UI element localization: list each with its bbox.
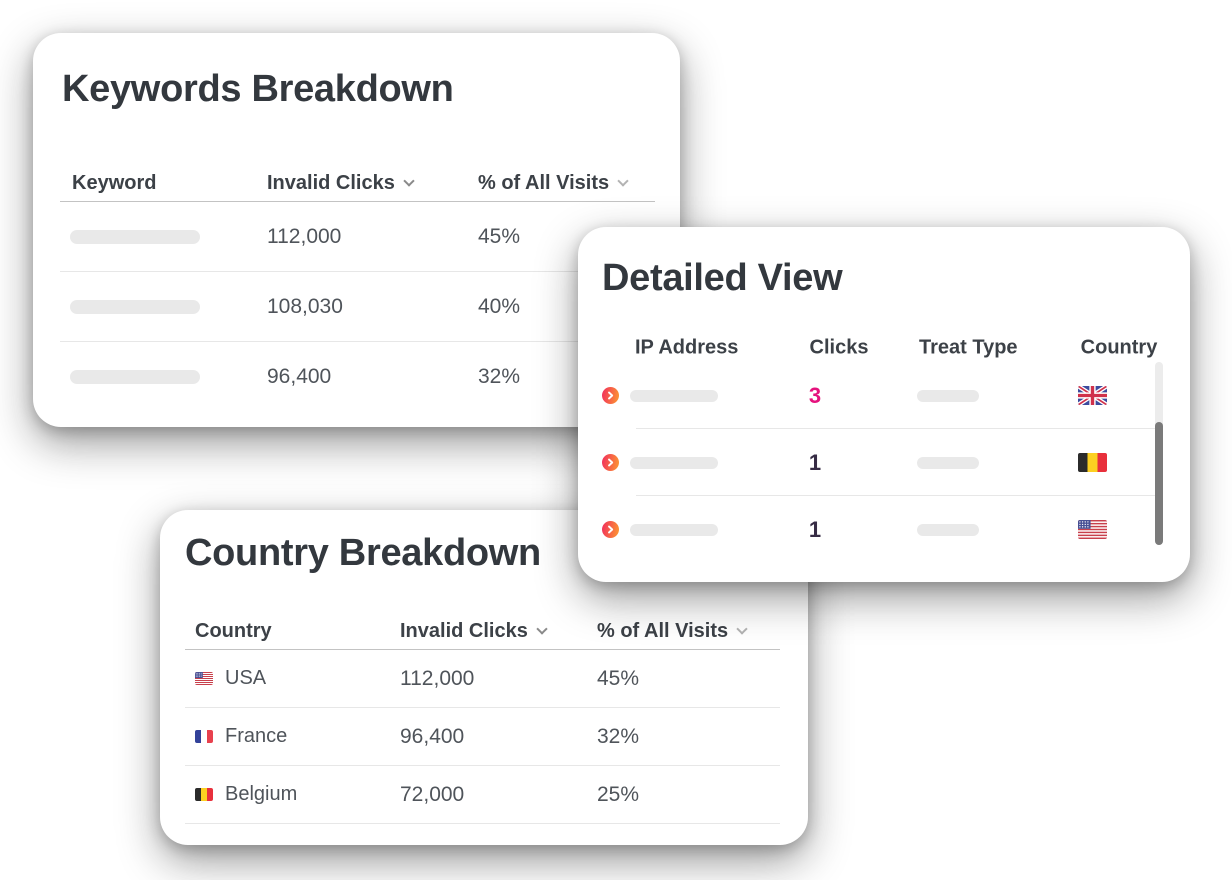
pct-visits-value: 25% — [597, 782, 640, 806]
clicks-value: 1 — [808, 449, 822, 475]
expand-row-icon[interactable] — [602, 387, 619, 404]
table-row: France 96,400 32% — [185, 708, 780, 766]
page-title: Country Breakdown — [185, 532, 541, 574]
keyword-skeleton-placeholder — [70, 299, 200, 314]
sort-chevron-icon — [736, 622, 748, 635]
detailed-table-header: IP Address Clicks Treat Type Country — [602, 332, 1158, 364]
usa-flag-icon — [1078, 520, 1107, 539]
sort-chevron-icon — [536, 622, 548, 635]
expand-row-icon[interactable] — [602, 521, 619, 538]
expand-row-icon[interactable] — [602, 454, 619, 471]
invalid-clicks-value: 96,400 — [267, 365, 332, 388]
detailed-view-card: Detailed View IP Address Clicks Treat Ty… — [578, 227, 1190, 582]
sort-chevron-icon — [617, 174, 629, 187]
column-header-invalid-clicks[interactable]: Invalid Clicks — [400, 620, 597, 643]
belgium-flag-icon — [1078, 453, 1107, 472]
table-row: Belgium 72,000 25% — [185, 766, 780, 824]
country-name: France — [225, 725, 288, 747]
country-name: USA — [225, 667, 267, 689]
ip-address-skeleton-placeholder — [630, 523, 718, 536]
keywords-table-body: 112,000 45% 108,030 40% 96,400 32% — [60, 202, 655, 412]
france-flag-icon — [195, 730, 213, 743]
column-header-treat-type: Treat Type — [919, 336, 1018, 359]
uk-flag-icon — [1078, 386, 1107, 405]
treat-type-skeleton-placeholder — [917, 456, 979, 469]
belgium-flag-icon — [195, 788, 213, 801]
column-header-keyword: Keyword — [72, 171, 157, 194]
column-header-country: Country — [195, 619, 272, 642]
sort-chevron-icon — [403, 174, 415, 187]
table-row: 112,000 45% — [60, 202, 655, 272]
treat-type-skeleton-placeholder — [917, 523, 979, 536]
table-row: 1 — [602, 496, 1155, 563]
invalid-clicks-value: 112,000 — [400, 666, 475, 690]
invalid-clicks-value: 108,030 — [267, 294, 343, 318]
detailed-table-body: 3 — [602, 362, 1155, 563]
column-header-clicks: Clicks — [809, 336, 869, 359]
keyword-skeleton-placeholder — [70, 370, 200, 384]
clicks-value: 3 — [808, 382, 822, 408]
country-table-header: Country Invalid Clicks % of All Visits — [185, 613, 780, 650]
column-header-country: Country — [1080, 336, 1158, 359]
scrollbar-thumb[interactable] — [1155, 422, 1163, 545]
treat-type-skeleton-placeholder — [917, 389, 979, 402]
page-title: Detailed View — [602, 257, 843, 299]
keywords-table-header: Keyword Invalid Clicks % of All Visits — [60, 165, 655, 202]
ip-address-skeleton-placeholder — [630, 456, 718, 469]
clicks-value: 1 — [808, 516, 822, 542]
pct-visits-value: 40% — [478, 294, 521, 318]
pct-visits-value: 45% — [478, 224, 521, 248]
usa-flag-icon — [195, 672, 213, 685]
keyword-skeleton-placeholder — [70, 229, 200, 244]
column-header-ip-address: IP Address — [635, 336, 739, 359]
invalid-clicks-value: 96,400 — [400, 724, 465, 748]
table-row: 1 — [602, 429, 1155, 496]
ip-address-skeleton-placeholder — [630, 389, 718, 402]
pct-visits-value: 32% — [597, 724, 640, 748]
invalid-clicks-value: 112,000 — [267, 224, 342, 248]
pct-visits-value: 45% — [597, 666, 640, 690]
table-row: 96,400 32% — [60, 342, 655, 412]
table-row: USA 112,000 45% — [185, 650, 780, 708]
scrollbar-track[interactable] — [1155, 362, 1163, 545]
country-name: Belgium — [225, 783, 298, 805]
keywords-breakdown-card: Keywords Breakdown Keyword Invalid Click… — [33, 33, 680, 427]
country-breakdown-card: Country Breakdown Country Invalid Clicks… — [160, 510, 808, 845]
column-header-invalid-clicks[interactable]: Invalid Clicks — [267, 172, 478, 195]
table-row: 3 — [602, 362, 1155, 429]
country-table-body: USA 112,000 45% France 96,400 32% Belgiu… — [185, 650, 780, 824]
column-header-pct-visits[interactable]: % of All Visits — [597, 620, 780, 643]
column-header-pct-visits[interactable]: % of All Visits — [478, 172, 655, 195]
table-row: 108,030 40% — [60, 272, 655, 342]
invalid-clicks-value: 72,000 — [400, 782, 465, 806]
pct-visits-value: 32% — [478, 365, 521, 388]
page-title: Keywords Breakdown — [62, 68, 454, 110]
